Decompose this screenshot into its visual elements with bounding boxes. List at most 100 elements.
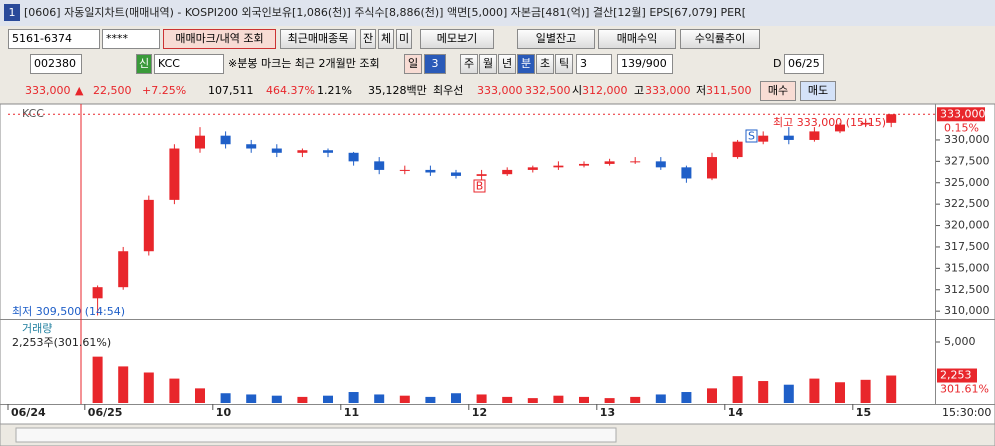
button[interactable]: 주	[460, 54, 478, 74]
window-title: [0606] 자동일지차트(매매내역) - KOSPI200 외국인보유[1,0…	[24, 5, 746, 19]
candle-body	[783, 135, 794, 140]
button[interactable]: 매수	[760, 81, 796, 101]
volume-bar	[630, 396, 641, 403]
button[interactable]: 최근매매종목	[280, 29, 356, 49]
candle-body	[527, 167, 538, 170]
code-field[interactable]: 002380	[30, 54, 82, 74]
window-number: 1	[9, 6, 16, 19]
button[interactable]: 체	[378, 29, 394, 49]
volume-bar	[707, 388, 717, 403]
candle-body	[860, 122, 871, 125]
quote-value: 333,000	[645, 84, 691, 97]
volume-bar	[758, 381, 769, 403]
volume-bar	[527, 398, 538, 403]
time-label: 15:30:00	[942, 406, 991, 419]
candle-body	[655, 161, 666, 168]
candle-body	[579, 163, 589, 166]
button[interactable]: 틱	[555, 54, 573, 74]
candle-body	[195, 135, 205, 149]
quote-value: 최우선	[433, 84, 464, 97]
volume-bar	[169, 378, 180, 403]
volume-bar	[246, 394, 257, 403]
window-controls[interactable]	[838, 3, 993, 23]
annotation: S	[748, 130, 755, 143]
candle-body	[118, 251, 129, 288]
title-bar	[0, 0, 995, 26]
password-field[interactable]: ****	[102, 29, 160, 49]
button[interactable]: 매매수익	[598, 29, 676, 49]
volume-bar	[655, 394, 666, 403]
volume-bar	[783, 384, 794, 403]
volume-bar	[553, 395, 564, 403]
candle-body	[502, 169, 513, 175]
count-field[interactable]: 139/900	[617, 54, 673, 74]
x-tick-label: 10	[216, 406, 232, 419]
last-pct-label: 301.61%	[940, 383, 989, 396]
quote-value: 333,000	[477, 84, 523, 97]
window-icon	[4, 4, 20, 21]
button[interactable]: 메모보기	[420, 29, 494, 49]
button[interactable]: 매매마크/내역 조회	[163, 29, 276, 49]
account-field[interactable]: 5161-6374	[8, 29, 100, 49]
button[interactable]: 잔	[360, 29, 376, 49]
candle-body	[399, 169, 410, 171]
candle-body	[809, 131, 820, 140]
volume-bar	[399, 395, 410, 403]
quote-value: 332,500	[525, 84, 571, 97]
volume-bar	[92, 356, 103, 403]
button[interactable]: 년	[498, 54, 516, 74]
volume-bar	[476, 394, 487, 403]
quote-value: +7.25%	[142, 84, 187, 97]
interval-field[interactable]: 3	[576, 54, 612, 74]
button[interactable]: 3	[424, 54, 446, 74]
volume-bar	[143, 372, 154, 403]
volume-bar	[323, 395, 333, 403]
candle-body	[476, 174, 487, 176]
candle-body	[604, 161, 615, 164]
candle-body	[835, 124, 845, 132]
quote-value: 312,000	[582, 84, 628, 97]
x-tick-label: 13	[600, 406, 615, 419]
scroll-track[interactable]	[15, 427, 617, 443]
candle-body	[732, 141, 743, 158]
y-tick-label: 330,000	[944, 133, 990, 146]
button[interactable]: 신	[136, 54, 152, 74]
quote-value: 464.37%	[266, 84, 315, 97]
checkbox-label[interactable]: D	[773, 57, 782, 70]
candle-body	[297, 150, 308, 153]
y-tick-label: 327,500	[944, 154, 990, 167]
quote-value: 107,511	[208, 84, 254, 97]
button[interactable]: 미	[396, 29, 412, 49]
quote-value: 저	[696, 84, 707, 97]
date-field[interactable]: 06/25	[784, 54, 824, 74]
candle-body	[348, 152, 359, 162]
x-tick-label: 14	[728, 406, 744, 419]
volume-bar	[271, 395, 282, 403]
button[interactable]: 분	[517, 54, 535, 74]
x-tick-label: 15	[856, 406, 871, 419]
button[interactable]: 초	[536, 54, 554, 74]
volume-bar	[220, 393, 231, 403]
quote-value: 333,000	[25, 84, 71, 97]
name-field[interactable]: KCC	[154, 54, 224, 74]
x-tick-label: 12	[472, 406, 487, 419]
x-tick-label: 06/25	[88, 406, 123, 419]
volume-bar	[579, 396, 589, 403]
button[interactable]: 매도	[800, 81, 836, 101]
y-tick-label: 322,500	[944, 197, 990, 210]
chart-area	[0, 103, 995, 425]
marker-box	[745, 129, 758, 143]
button[interactable]: 일별잔고	[517, 29, 595, 49]
last-value-label: 2,253	[940, 369, 972, 382]
volume-bar	[118, 366, 129, 403]
y-tick-label: 320,000	[944, 219, 990, 232]
volume-bar	[348, 392, 359, 403]
volume-bar	[809, 378, 820, 403]
candle-body	[630, 161, 641, 163]
button[interactable]: 수익률추이	[680, 29, 760, 49]
quote-value: 311,500	[706, 84, 752, 97]
button[interactable]: 월	[479, 54, 497, 74]
button[interactable]: 일	[404, 54, 422, 74]
